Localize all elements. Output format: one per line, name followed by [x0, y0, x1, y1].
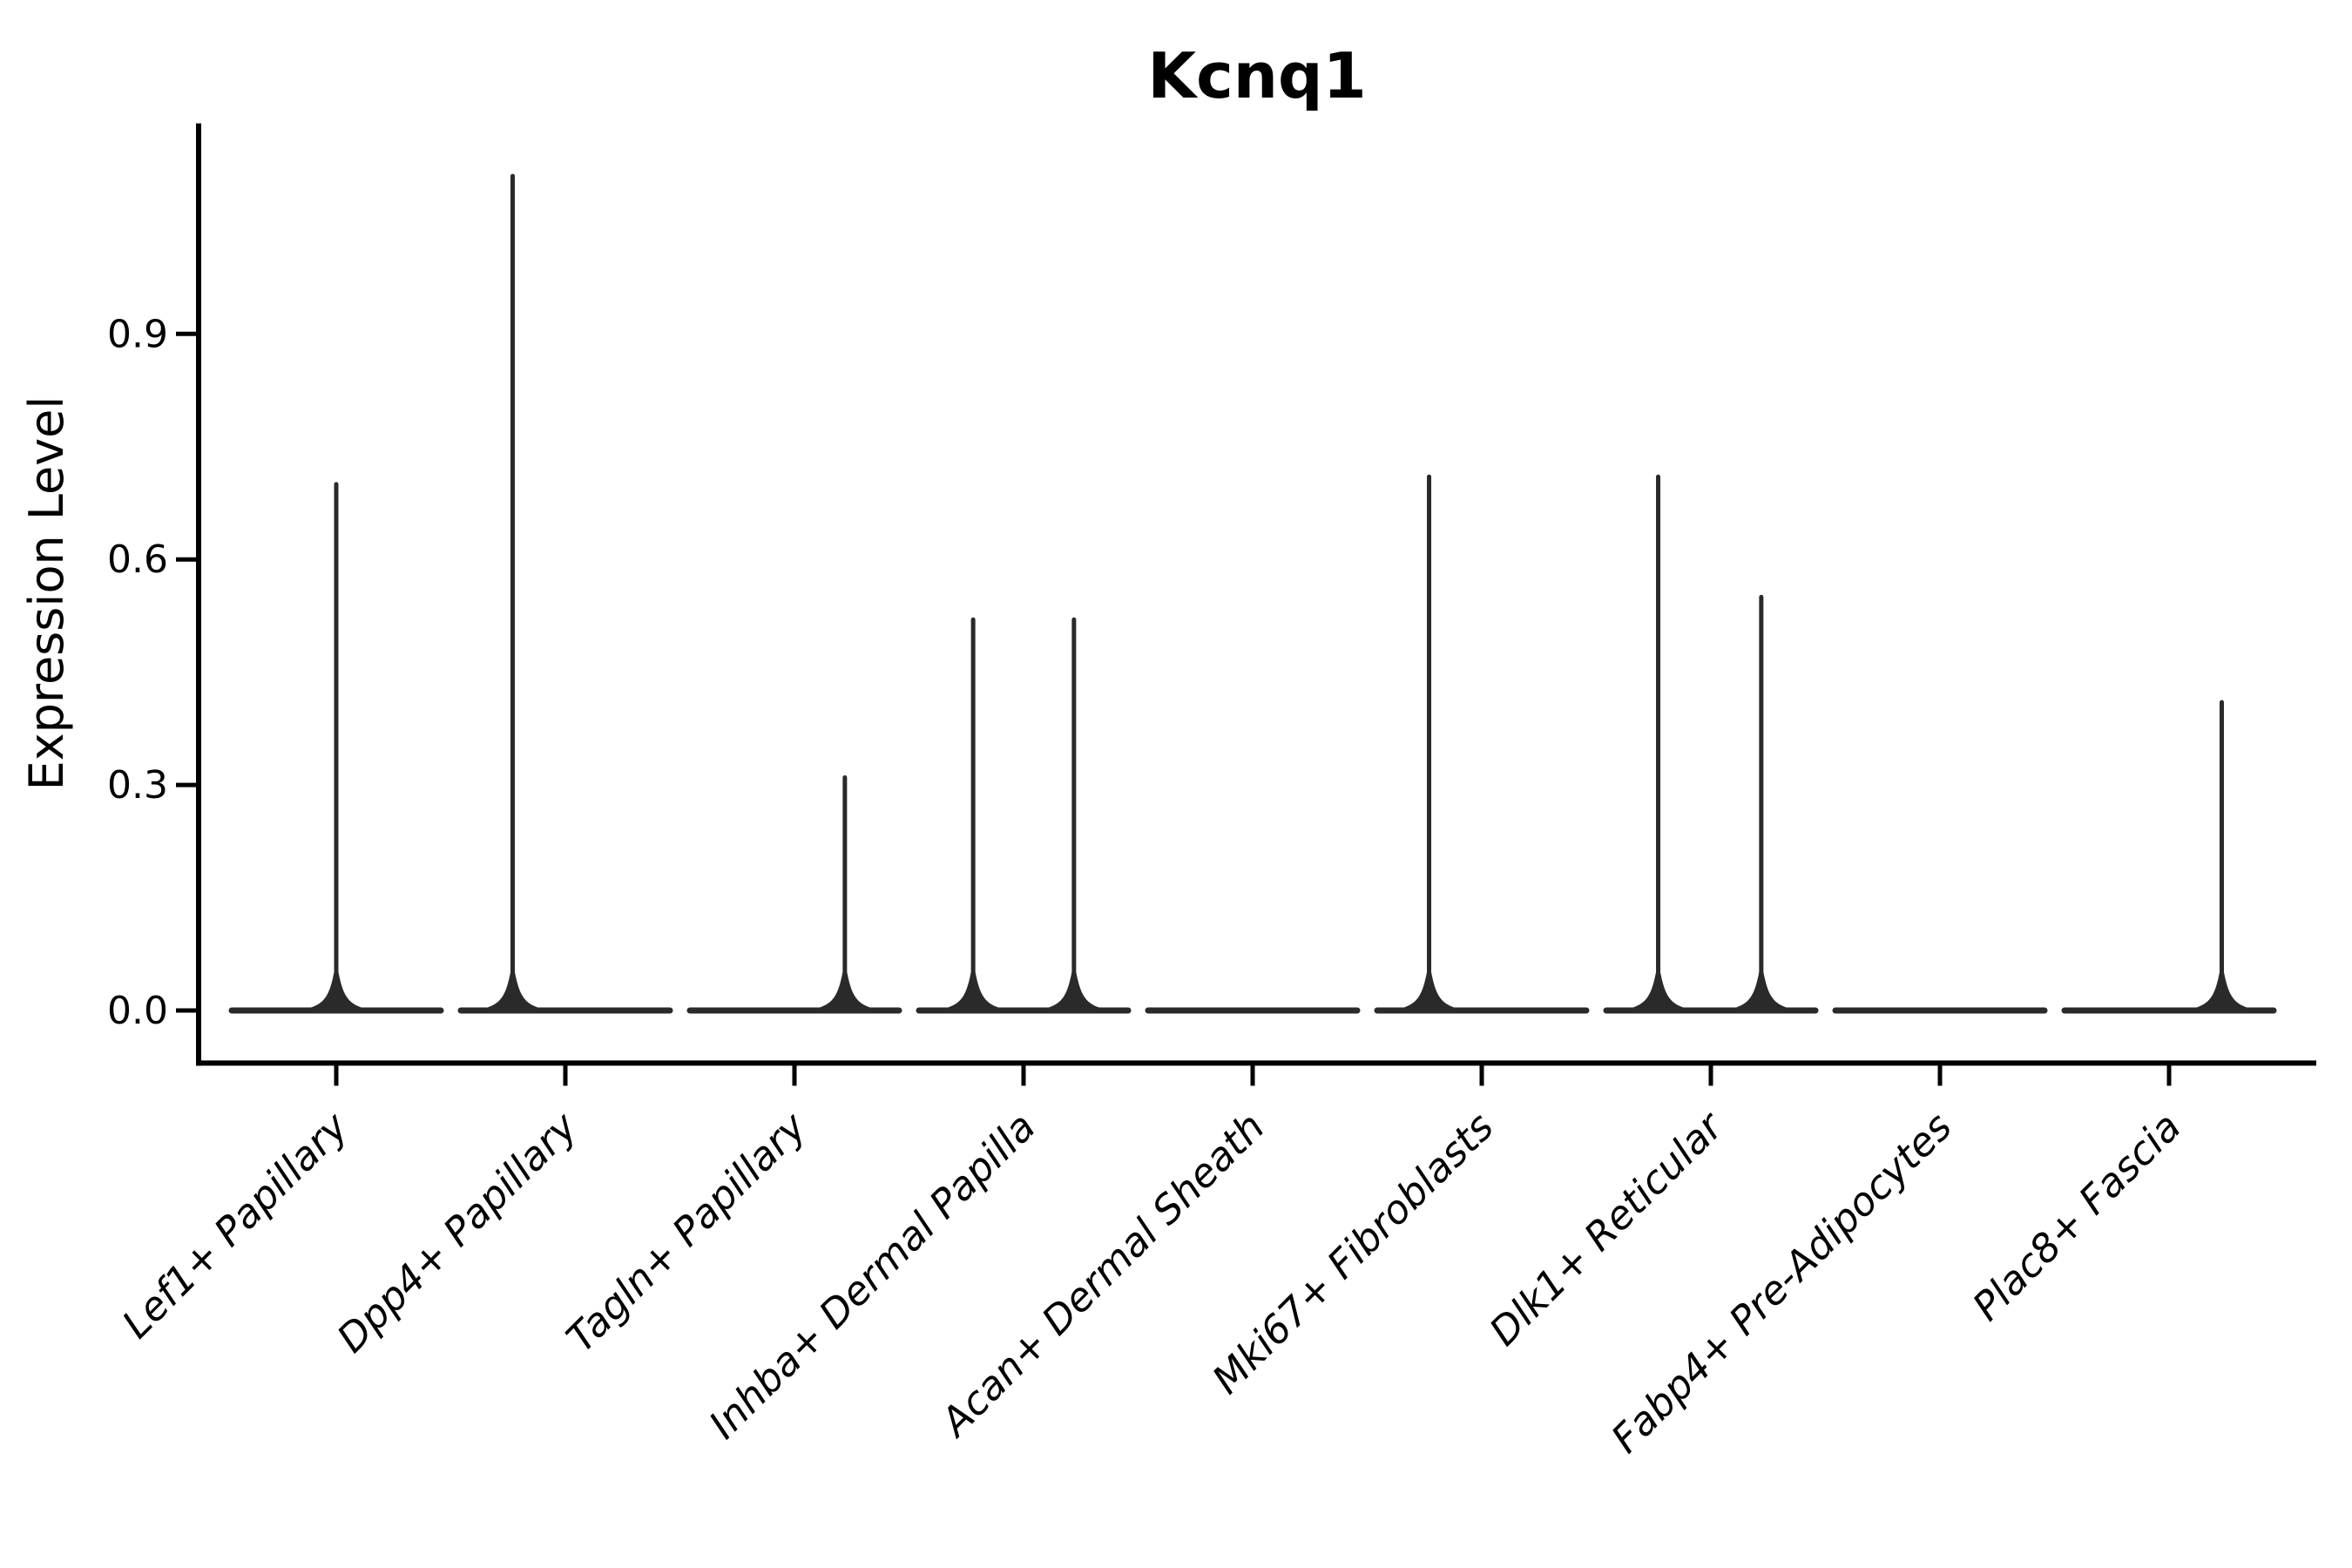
violin-dlk1-reticular: [1603, 474, 1819, 1014]
violin-dpp4-papillary: [457, 173, 673, 1014]
violins-layer: [228, 173, 2277, 1014]
y-axis-label: Expression Level: [19, 396, 74, 791]
plot-title: Kcnq1: [1147, 39, 1366, 112]
y-tick-label: 0.3: [107, 763, 168, 808]
y-tick-label: 0.0: [107, 989, 168, 1033]
y-tick-label: 0.6: [107, 537, 168, 582]
y-tick-label: 0.9: [107, 312, 168, 356]
violin-plac8-fascia: [2061, 700, 2277, 1014]
violin-lef1-papillary: [228, 482, 444, 1014]
violin-tagln-papillary: [686, 774, 902, 1014]
axes-layer: [176, 123, 2316, 1086]
violin-inhba-dermal-papilla: [916, 617, 1132, 1014]
violin-mki67-fibroblasts: [1374, 474, 1590, 1014]
